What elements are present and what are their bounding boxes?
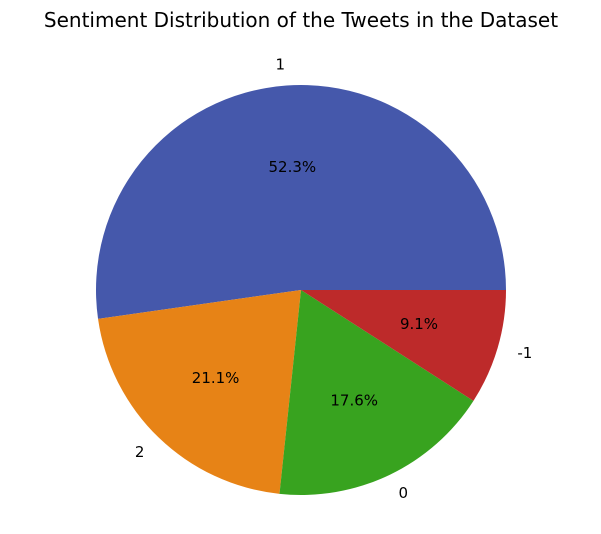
slice-percent-0: 17.6% <box>330 391 378 409</box>
pie-slice--1 <box>301 290 506 401</box>
slice-percent-1: 52.3% <box>268 158 316 176</box>
pie-slice-1 <box>96 85 506 319</box>
pie-slice-0 <box>279 290 474 495</box>
slice-label-1: 1 <box>276 56 286 74</box>
slice-percent-2: 21.1% <box>192 369 240 387</box>
slice-label-0: 0 <box>399 484 409 502</box>
pie-labels: 1 52.3% 2 21.1% 0 17.6% -1 9.1% <box>135 56 532 502</box>
pie-slices <box>96 85 506 495</box>
slice-percent--1: 9.1% <box>400 315 438 333</box>
pie-slice-2 <box>98 290 301 494</box>
slice-label--1: -1 <box>517 344 532 362</box>
slice-label-2: 2 <box>135 443 145 461</box>
chart-title: Sentiment Distribution of the Tweets in … <box>44 8 558 32</box>
